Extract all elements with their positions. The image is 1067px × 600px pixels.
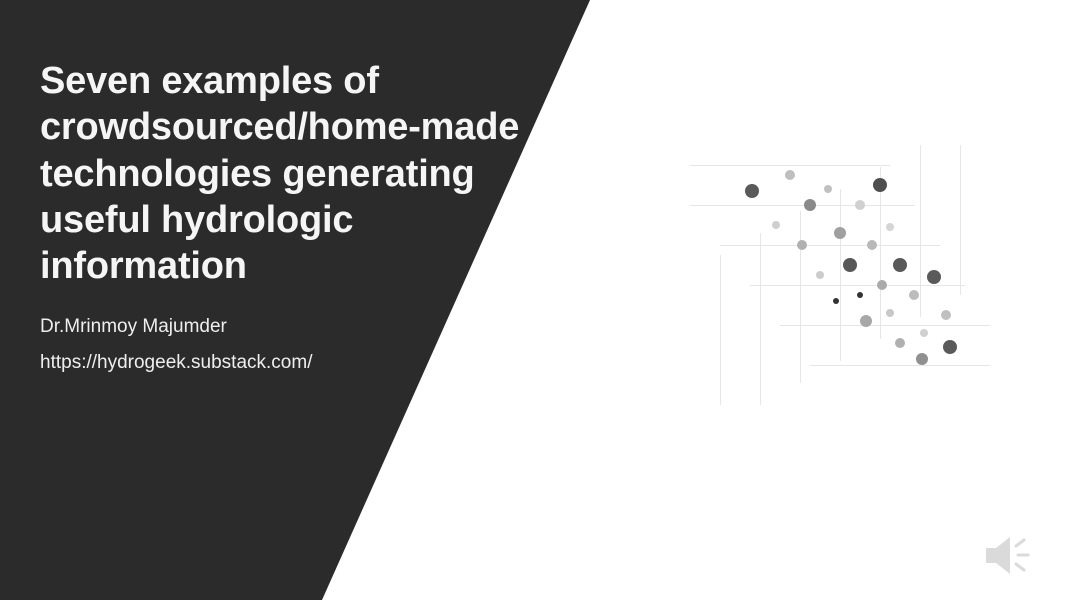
decorative-dot xyxy=(893,258,907,272)
grid-line-h xyxy=(690,165,890,166)
decorative-dot xyxy=(797,240,807,250)
grid-line-v xyxy=(760,233,761,405)
grid-line-v xyxy=(920,145,921,317)
grid-line-h xyxy=(720,245,940,246)
decorative-dot xyxy=(824,185,832,193)
author-name: Dr.Mrinmoy Majumder xyxy=(40,316,520,338)
grid-line-h xyxy=(750,285,965,286)
decorative-dot xyxy=(916,353,928,365)
grid-line-v xyxy=(840,189,841,361)
content-block: Seven examples of crowdsourced/home-made… xyxy=(40,58,520,374)
decorative-dot xyxy=(886,309,894,317)
decorative-dot xyxy=(834,227,846,239)
decorative-dot xyxy=(843,258,857,272)
decorative-dot xyxy=(895,338,905,348)
slide: Seven examples of crowdsourced/home-made… xyxy=(0,0,1067,600)
decorative-dot xyxy=(886,223,894,231)
decorative-dot xyxy=(909,290,919,300)
decorative-dot-graphic xyxy=(690,145,990,405)
grid-line-h xyxy=(690,205,915,206)
speaker-icon xyxy=(984,533,1039,578)
decorative-dot xyxy=(785,170,795,180)
grid-line-v xyxy=(960,145,961,295)
decorative-dot xyxy=(873,178,887,192)
decorative-dot xyxy=(943,340,957,354)
decorative-dot xyxy=(772,221,780,229)
decorative-dot xyxy=(857,292,863,298)
decorative-dot xyxy=(833,298,839,304)
decorative-dot xyxy=(745,184,759,198)
decorative-dot xyxy=(941,310,951,320)
grid-line-v xyxy=(800,211,801,383)
decorative-dot xyxy=(804,199,816,211)
grid-line-h xyxy=(810,365,990,366)
decorative-dot xyxy=(816,271,824,279)
decorative-dot xyxy=(860,315,872,327)
grid-line-v xyxy=(720,255,721,405)
decorative-dot xyxy=(877,280,887,290)
decorative-dot xyxy=(867,240,877,250)
author-url: https://hydrogeek.substack.com/ xyxy=(40,352,520,374)
decorative-dot xyxy=(855,200,865,210)
decorative-dot xyxy=(920,329,928,337)
grid-line-h xyxy=(780,325,990,326)
decorative-dot xyxy=(927,270,941,284)
grid-line-v xyxy=(880,167,881,339)
slide-title: Seven examples of crowdsourced/home-made… xyxy=(40,58,520,290)
